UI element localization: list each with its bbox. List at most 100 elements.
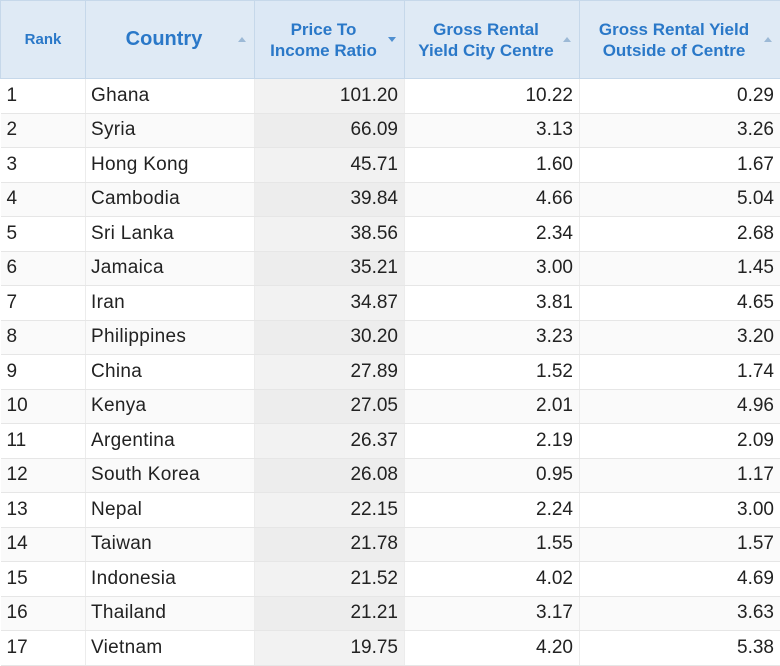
country-cell: Philippines <box>86 320 255 355</box>
yield-outside-cell: 3.00 <box>580 493 780 528</box>
yield-city-cell: 2.24 <box>405 493 580 528</box>
yield-outside-cell: 4.65 <box>580 286 780 321</box>
country-cell: Indonesia <box>86 562 255 597</box>
country-cell: Iran <box>86 286 255 321</box>
yield-outside-cell: 2.68 <box>580 217 780 252</box>
column-header-yield-city[interactable]: Gross Rental Yield City Centre <box>405 1 580 79</box>
yield-outside-cell: 4.69 <box>580 562 780 597</box>
yield-city-cell: 0.95 <box>405 458 580 493</box>
yield-city-cell: 2.01 <box>405 389 580 424</box>
price-to-income-cell: 26.08 <box>255 458 405 493</box>
rank-cell: 9 <box>1 355 86 390</box>
rank-cell: 2 <box>1 113 86 148</box>
column-header-label: Rank <box>25 31 62 48</box>
column-header-label: Price To Income Ratio <box>270 20 377 60</box>
price-to-income-cell: 21.52 <box>255 562 405 597</box>
yield-outside-cell: 1.45 <box>580 251 780 286</box>
rank-cell: 1 <box>1 79 86 114</box>
yield-outside-cell: 4.96 <box>580 389 780 424</box>
rank-cell: 12 <box>1 458 86 493</box>
yield-city-cell: 3.13 <box>405 113 580 148</box>
yield-city-cell: 4.66 <box>405 182 580 217</box>
rank-cell: 15 <box>1 562 86 597</box>
price-to-income-cell: 21.78 <box>255 527 405 562</box>
country-cell: Nepal <box>86 493 255 528</box>
price-to-income-cell: 30.20 <box>255 320 405 355</box>
yield-outside-cell: 3.26 <box>580 113 780 148</box>
header-row: Rank Country Price To Income Ratio Gross… <box>1 1 780 79</box>
yield-outside-cell: 0.29 <box>580 79 780 114</box>
yield-outside-cell: 1.17 <box>580 458 780 493</box>
yield-city-cell: 1.55 <box>405 527 580 562</box>
price-to-income-cell: 27.89 <box>255 355 405 390</box>
yield-outside-cell: 5.38 <box>580 631 780 666</box>
column-header-price-to-income[interactable]: Price To Income Ratio <box>255 1 405 79</box>
price-to-income-cell: 45.71 <box>255 148 405 183</box>
rank-cell: 6 <box>1 251 86 286</box>
rank-cell: 5 <box>1 217 86 252</box>
column-header-yield-outside[interactable]: Gross Rental Yield Outside of Centre <box>580 1 780 79</box>
price-to-income-cell: 21.21 <box>255 596 405 631</box>
yield-city-cell: 10.22 <box>405 79 580 114</box>
rank-cell: 14 <box>1 527 86 562</box>
rank-cell: 8 <box>1 320 86 355</box>
yield-city-cell: 3.17 <box>405 596 580 631</box>
country-cell: Kenya <box>86 389 255 424</box>
price-to-income-cell: 19.75 <box>255 631 405 666</box>
rank-cell: 11 <box>1 424 86 459</box>
yield-outside-cell: 5.04 <box>580 182 780 217</box>
price-to-income-cell: 27.05 <box>255 389 405 424</box>
country-cell: China <box>86 355 255 390</box>
country-cell: Taiwan <box>86 527 255 562</box>
rank-cell: 17 <box>1 631 86 666</box>
rank-cell: 4 <box>1 182 86 217</box>
yield-city-cell: 1.60 <box>405 148 580 183</box>
price-to-income-cell: 66.09 <box>255 113 405 148</box>
rank-cell: 16 <box>1 596 86 631</box>
yield-outside-cell: 3.63 <box>580 596 780 631</box>
country-cell: Vietnam <box>86 631 255 666</box>
yield-city-cell: 2.34 <box>405 217 580 252</box>
country-cell: Cambodia <box>86 182 255 217</box>
yield-city-cell: 1.52 <box>405 355 580 390</box>
column-header-label: Gross Rental Yield City Centre <box>418 20 553 60</box>
price-to-income-cell: 35.21 <box>255 251 405 286</box>
yield-outside-cell: 1.67 <box>580 148 780 183</box>
rank-cell: 7 <box>1 286 86 321</box>
price-to-income-cell: 39.84 <box>255 182 405 217</box>
country-cell: Syria <box>86 113 255 148</box>
country-cell: Thailand <box>86 596 255 631</box>
price-to-income-cell: 38.56 <box>255 217 405 252</box>
rank-cell: 13 <box>1 493 86 528</box>
yield-city-cell: 3.23 <box>405 320 580 355</box>
country-cell: Sri Lanka <box>86 217 255 252</box>
price-to-income-cell: 101.20 <box>255 79 405 114</box>
column-header-country[interactable]: Country <box>86 1 255 79</box>
price-to-income-cell: 22.15 <box>255 493 405 528</box>
yield-outside-cell: 1.57 <box>580 527 780 562</box>
sort-up-icon <box>563 37 571 42</box>
yield-city-cell: 2.19 <box>405 424 580 459</box>
country-cell: Hong Kong <box>86 148 255 183</box>
price-to-income-cell: 26.37 <box>255 424 405 459</box>
sort-up-icon <box>238 37 246 42</box>
price-to-income-cell: 34.87 <box>255 286 405 321</box>
sort-up-icon <box>764 37 772 42</box>
yield-outside-cell: 3.20 <box>580 320 780 355</box>
column-header-rank[interactable]: Rank <box>1 1 86 79</box>
